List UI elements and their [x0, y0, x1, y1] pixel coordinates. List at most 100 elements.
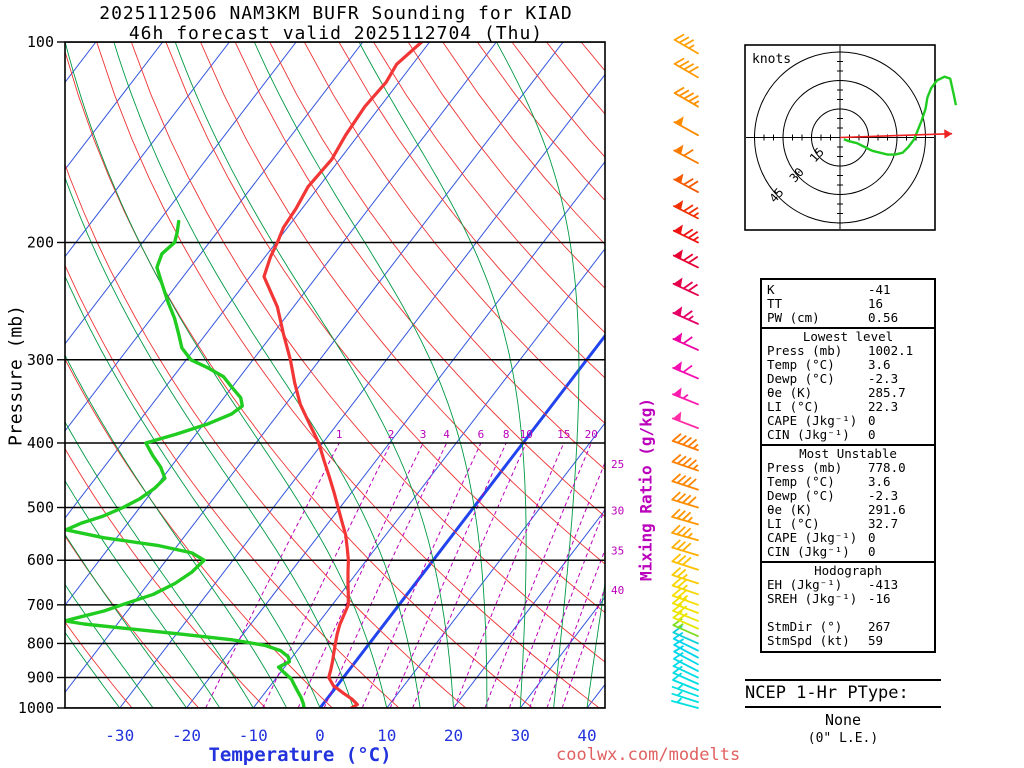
dry-adiabat	[65, 264, 400, 708]
barb-full	[683, 39, 695, 47]
index-label: LI (°C)	[767, 516, 820, 531]
barb-full	[671, 508, 681, 518]
barb-full	[672, 625, 683, 634]
barb-full	[672, 665, 683, 674]
isotherm-line	[65, 42, 497, 607]
hodograph-ring	[754, 51, 926, 224]
barb-half	[682, 584, 688, 590]
barb-full	[687, 438, 698, 448]
index-section-header: Most Unstable	[799, 446, 897, 461]
index-label: θe (K)	[767, 385, 813, 400]
index-value: 0	[868, 544, 876, 559]
table-separator	[762, 327, 934, 329]
wind-barb	[673, 657, 699, 672]
barb-full	[688, 206, 699, 215]
index-row	[762, 606, 934, 620]
barb-full	[677, 435, 687, 444]
barb-full	[687, 283, 699, 292]
barb-full	[676, 555, 687, 564]
barb-full	[678, 36, 690, 44]
barb-full	[677, 579, 687, 588]
barb-pennant	[674, 173, 684, 184]
barb-half	[682, 393, 689, 400]
barb-full	[677, 612, 688, 621]
barb-full	[671, 553, 682, 563]
index-value: 3.6	[868, 474, 891, 489]
isotherm-line	[65, 42, 297, 345]
index-value: -413	[868, 577, 899, 592]
barb-full	[676, 526, 686, 536]
dry-adiabat	[303, 42, 605, 424]
pressure-tick-label: 600	[27, 551, 54, 569]
barb-full	[672, 603, 683, 612]
moist-adiabat	[253, 42, 488, 708]
index-row: Press (mb) 778.0	[762, 461, 934, 475]
barb-full	[682, 336, 693, 345]
barb-half	[693, 212, 700, 217]
barb-full	[682, 436, 692, 446]
index-value: 0	[868, 413, 876, 428]
wind-barb	[672, 679, 699, 692]
barb-full	[672, 610, 683, 619]
isotherm-line	[453, 509, 605, 708]
watermark-link[interactable]: coolwx.com/modelts	[556, 745, 741, 765]
barb-full	[674, 86, 685, 94]
index-label: Dewp (°C)	[767, 488, 835, 503]
index-value: 22.3	[868, 399, 899, 414]
mixing-ratio-label: 10	[520, 428, 533, 441]
barb-full	[682, 310, 693, 319]
temperature-tick-label: 30	[511, 726, 530, 745]
index-row: Dewp (°C) -2.3	[762, 372, 934, 386]
index-label: Press (mb)	[767, 343, 843, 358]
pressure-tick-label: 400	[27, 434, 54, 452]
pressure-tick-label: 500	[27, 499, 54, 517]
chart-title-line2: 46h forecast valid 2025112704 (Thu)	[128, 23, 544, 44]
barb-half	[693, 100, 700, 105]
barb-pennant	[673, 249, 683, 260]
wind-barb	[671, 498, 699, 509]
barb-full	[687, 478, 697, 488]
isotherm-line	[386, 422, 605, 708]
index-row: PW (cm) 0.56	[762, 311, 934, 325]
barb-pennant	[673, 277, 683, 288]
mixing-ratio-label: 35	[611, 544, 624, 557]
barb-full	[683, 177, 694, 186]
pressure-tick-label: 300	[27, 351, 54, 369]
index-value: 285.7	[868, 385, 906, 400]
index-section-header: Lowest level	[802, 329, 894, 344]
storm-motion-arrow-head	[944, 129, 953, 139]
temperature-tick-label: -10	[239, 726, 268, 745]
barb-full	[683, 92, 695, 100]
dewpoint-trace	[65, 219, 306, 708]
barb-full	[688, 255, 699, 264]
index-label: θe (K)	[767, 502, 813, 517]
temperature-tick-label: 0	[315, 726, 325, 745]
index-value: 59	[868, 633, 884, 648]
wind-barb	[671, 417, 699, 430]
wind-barb	[672, 672, 699, 685]
moist-adiabat	[65, 42, 388, 708]
dry-adiabat	[200, 42, 605, 565]
barb-full	[688, 95, 699, 103]
barb-half	[688, 44, 695, 49]
wind-barb	[672, 393, 699, 406]
wind-barb	[671, 602, 699, 614]
index-row: LI (°C) 22.3	[762, 400, 934, 414]
index-row: LI (°C) 32.7	[762, 517, 934, 531]
dry-adiabat	[65, 621, 133, 708]
barb-pennant	[674, 144, 684, 155]
index-label: Dewp (°C)	[767, 371, 835, 386]
mixing-ratio-line	[529, 507, 605, 708]
table-separator	[762, 444, 934, 446]
barb-full	[682, 494, 692, 504]
hodograph-ring	[782, 80, 898, 195]
barb-full	[683, 204, 694, 212]
index-label: CIN (Jkg⁻¹)	[767, 427, 850, 442]
mixing-ratio-label: 3	[420, 428, 427, 441]
wind-barb	[671, 700, 699, 709]
ptype-value: None	[824, 711, 862, 729]
barb-full	[671, 524, 681, 534]
barb-half	[676, 697, 683, 704]
